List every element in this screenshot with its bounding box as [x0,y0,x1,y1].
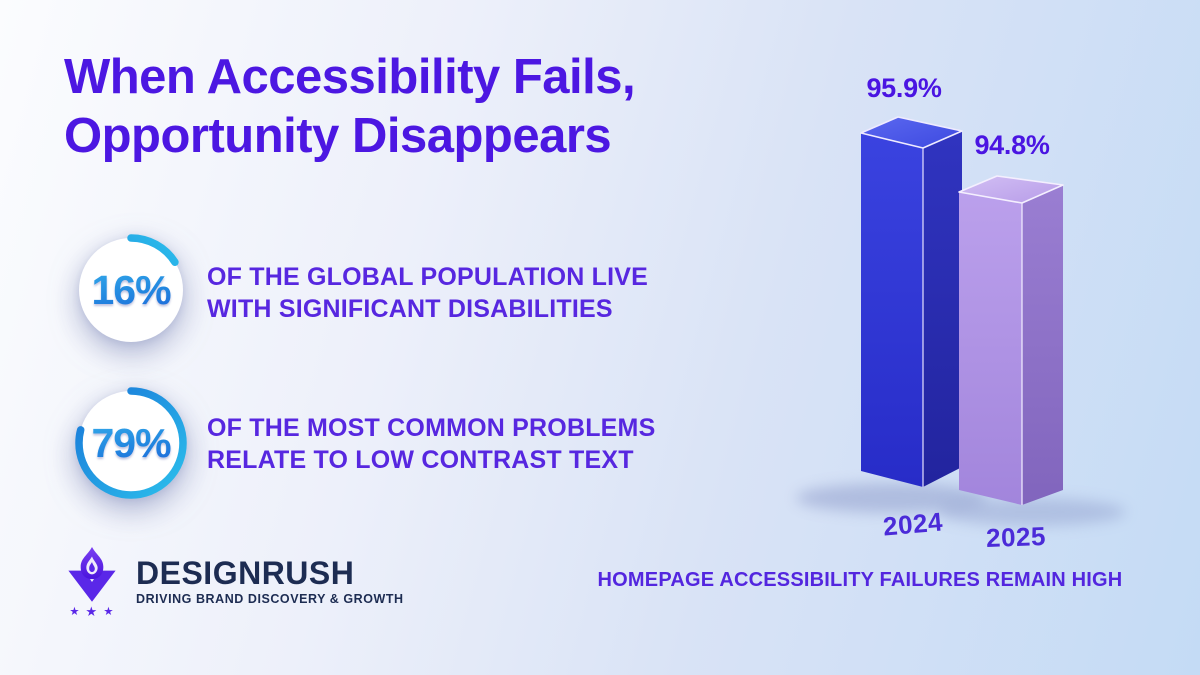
stat-value-16: 16% [72,231,190,349]
bar-2025 [958,175,1064,505]
logo-tagline: DRIVING BRAND DISCOVERY & GROWTH [136,592,404,606]
bar-2024 [860,116,963,487]
flame-v-stars-icon: ★ ★ ★ [68,547,116,617]
bar-shadow-2025 [938,498,1126,526]
stat-value-79: 79% [72,384,190,502]
bar-shadow-2024 [796,483,988,513]
stat-text-16: OF THE GLOBAL POPULATION LIVE WITH SIGNI… [207,261,648,325]
chart-caption: HOMEPAGE ACCESSIBILITY FAILURES REMAIN H… [597,569,1123,591]
stat-text-79: OF THE MOST COMMON PROBLEMS RELATE TO LO… [207,412,655,476]
bar-value-2024: 95.9% [866,73,942,103]
page-title-line2: Opportunity Disappears [64,109,612,163]
svg-text:★: ★ [103,604,113,617]
stat-text-79-line2: RELATE TO LOW CONTRAST TEXT [207,446,634,474]
svg-text:★: ★ [85,605,97,617]
page-title-line1: When Accessibility Fails, [64,50,636,104]
stat-text-16-line1: OF THE GLOBAL POPULATION LIVE [207,263,648,291]
stat-ring-79: 79% [72,384,190,502]
svg-text:★: ★ [69,604,79,617]
page-title: When Accessibility Fails, Opportunity Di… [64,48,636,166]
progress-ring-icon [75,234,187,346]
stat-text-16-line2: WITH SIGNIFICANT DISABILITIES [207,295,613,323]
bar-value-2025: 94.8% [974,130,1050,160]
designrush-logo: ★ ★ ★ DESIGNRUSH DRIVING BRAND DISCOVERY… [58,545,404,617]
progress-ring-icon [75,387,187,499]
bar-category-2025: 2025 [985,520,1047,554]
logo-wordmark: DESIGNRUSH [136,555,355,591]
stat-ring-16: 16% [72,231,190,349]
stat-text-79-line1: OF THE MOST COMMON PROBLEMS [207,414,656,442]
logo-text: DESIGNRUSH DRIVING BRAND DISCOVERY & GRO… [136,556,404,606]
